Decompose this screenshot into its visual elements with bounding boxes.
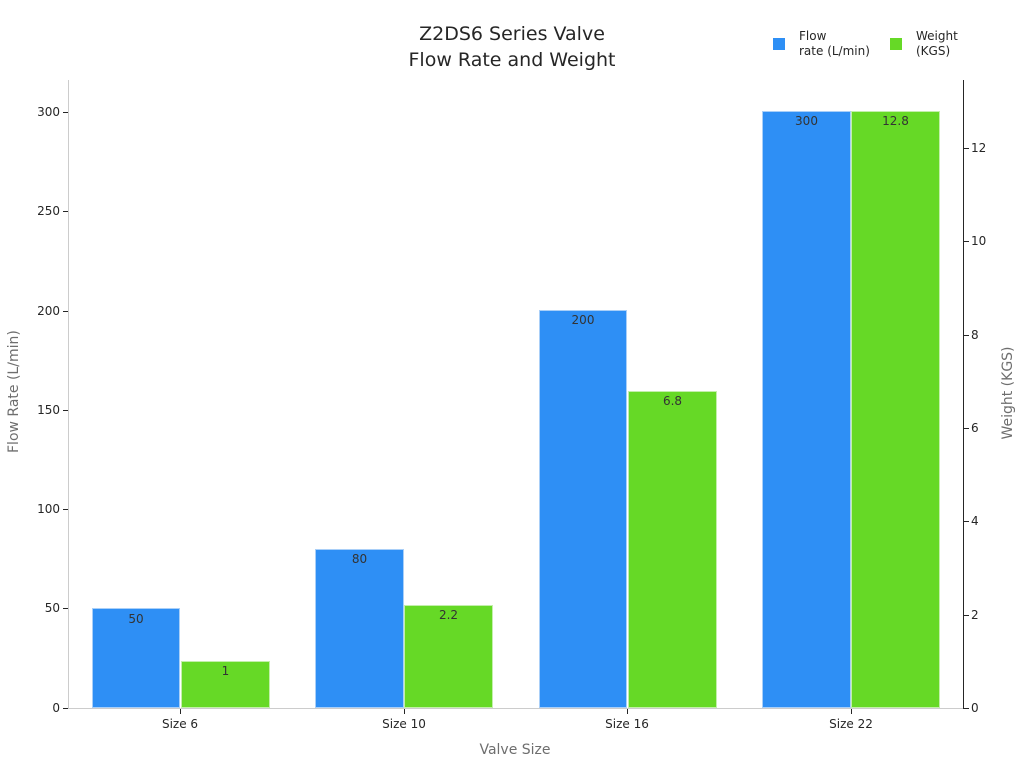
- legend-label-weight-line-2: (KGS): [916, 44, 951, 58]
- legend-swatch-flow-rate: [773, 38, 785, 50]
- left-tick-label-300: 300: [37, 105, 60, 119]
- bar-label-flow-size-16: 200: [571, 313, 595, 327]
- right-tick-label-10: 10: [971, 234, 987, 248]
- right-tick-label-4: 4: [971, 514, 979, 528]
- left-tick-150: [63, 410, 68, 411]
- right-tick-label-0: 0: [971, 701, 979, 715]
- x-tick-label-size-6: Size 6: [161, 717, 199, 731]
- left-tick-0: [63, 708, 68, 709]
- x-tick-label-size-10: Size 10: [382, 717, 426, 731]
- legend-label-flow-rate-line-1: Flow: [799, 29, 827, 43]
- chart-title-line-1: Z2DS6 Series Valve: [419, 23, 605, 45]
- right-tick-label-8: 8: [971, 328, 979, 342]
- bar-label-flow-size-10: 80: [351, 552, 368, 566]
- x-tick-size-16: [627, 709, 628, 714]
- right-tick-10: [964, 241, 969, 242]
- bar-label-weight-size-22: 12.8: [882, 114, 909, 128]
- left-y-axis-line: [68, 80, 69, 708]
- x-tick-size-10: [404, 709, 405, 714]
- left-tick-label-150: 150: [37, 403, 60, 417]
- bar-label-flow-size-6: 50: [128, 612, 144, 626]
- legend-label-flow-rate: Flow rate (L/min): [799, 29, 870, 59]
- right-tick-12: [964, 148, 969, 149]
- left-tick-label-200: 200: [37, 304, 60, 318]
- left-tick-100: [63, 509, 68, 510]
- left-tick-300: [63, 112, 68, 113]
- legend-swatch-weight: [890, 38, 902, 50]
- bar-flow-size-10: [315, 549, 404, 708]
- x-tick-size-22: [851, 709, 852, 714]
- right-y-axis-title: Weight (KGS): [1000, 346, 1016, 440]
- right-tick-8: [964, 335, 969, 336]
- left-tick-label-100: 100: [37, 502, 60, 516]
- right-tick-4: [964, 521, 969, 522]
- right-tick-label-6: 6: [971, 421, 979, 435]
- bar-flow-size-22: [762, 111, 851, 708]
- bar-flow-size-6: [92, 608, 180, 708]
- left-tick-label-0: 0: [52, 701, 60, 715]
- x-tick-size-6: [180, 709, 181, 714]
- bar-weight-size-10: [404, 605, 493, 708]
- right-tick-6: [964, 428, 969, 429]
- legend-label-flow-rate-line-2: rate (L/min): [799, 44, 870, 58]
- bar-label-weight-size-6: 1: [221, 664, 230, 678]
- bar-weight-size-22: [851, 111, 940, 708]
- x-tick-label-size-16: Size 16: [605, 717, 649, 731]
- x-tick-label-size-22: Size 22: [829, 717, 873, 731]
- bar-weight-size-6: [181, 661, 270, 708]
- left-tick-200: [63, 311, 68, 312]
- chart-title-line-2: Flow Rate and Weight: [408, 49, 616, 71]
- right-tick-2: [964, 615, 969, 616]
- bar-label-weight-size-10: 2.2: [438, 608, 459, 622]
- bar-flow-size-16: [539, 310, 627, 708]
- x-axis-title: Valve Size: [479, 742, 551, 758]
- right-tick-0: [964, 708, 969, 709]
- right-tick-label-12: 12: [971, 141, 987, 155]
- bar-label-weight-size-16: 6.8: [662, 394, 683, 408]
- left-y-axis-title: Flow Rate (L/min): [6, 330, 22, 453]
- bar-label-flow-size-22: 300: [795, 114, 818, 128]
- right-y-axis-line: [963, 80, 964, 709]
- left-tick-50: [63, 608, 68, 609]
- legend-label-weight-line-1: Weight: [916, 29, 958, 43]
- left-tick-250: [63, 211, 68, 212]
- bar-weight-size-16: [628, 391, 717, 708]
- legend-label-weight: Weight (KGS): [916, 29, 958, 59]
- right-tick-label-2: 2: [971, 608, 979, 622]
- left-tick-label-250: 250: [37, 204, 60, 218]
- left-tick-label-50: 50: [44, 601, 60, 615]
- x-axis-line: [68, 708, 963, 709]
